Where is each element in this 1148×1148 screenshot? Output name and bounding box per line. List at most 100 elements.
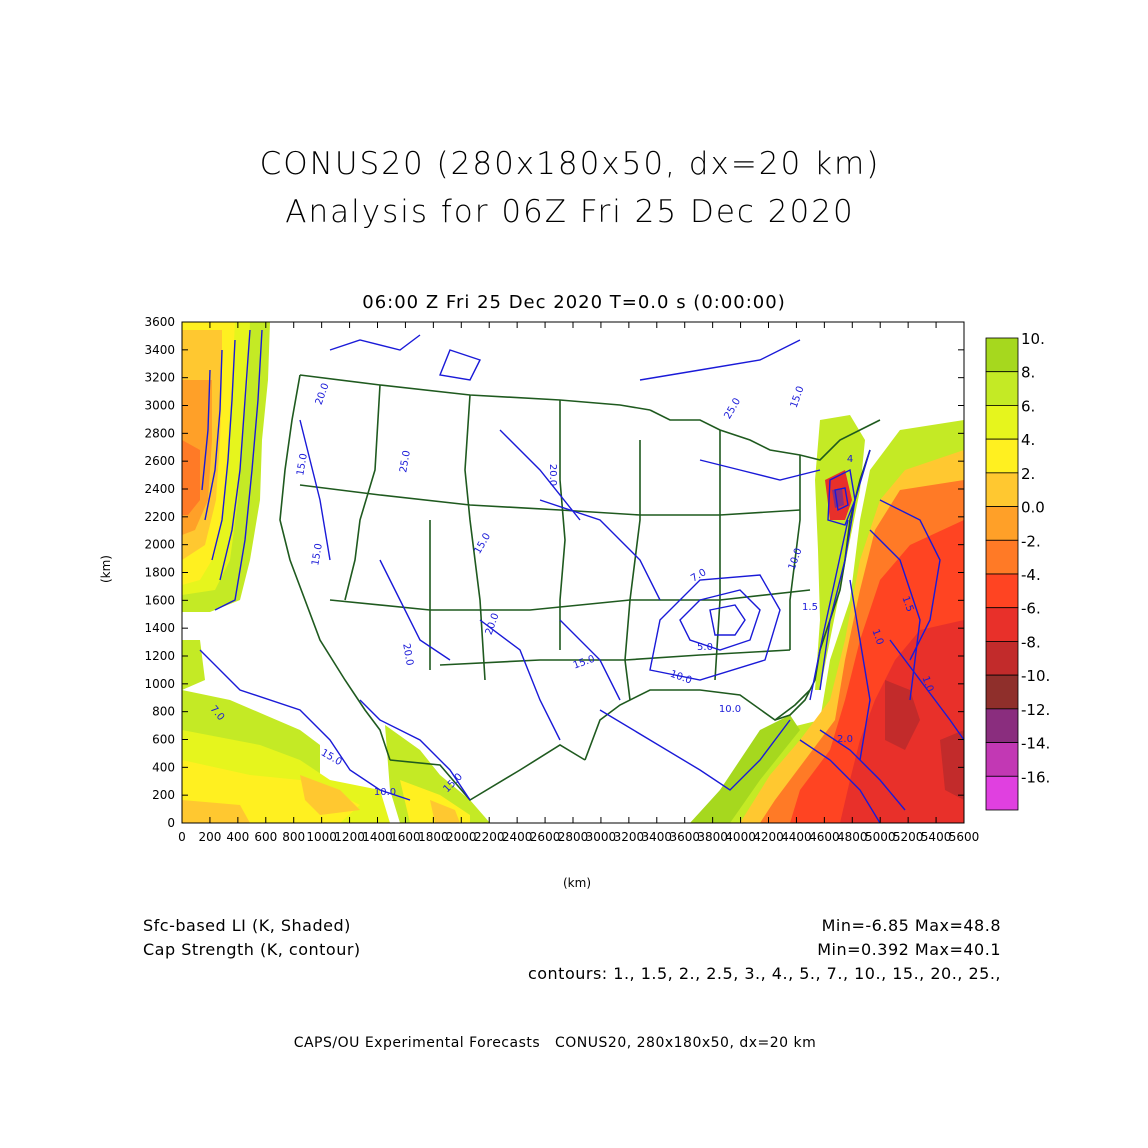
colorbar-swatch (985, 708, 1019, 743)
y-tick-label: 1600 (144, 593, 175, 607)
colorbar-swatch (985, 539, 1019, 575)
x-tick-label: 4800 (837, 830, 868, 844)
colorbar-swatch (985, 607, 1019, 642)
x-tick-label: 4000 (725, 830, 756, 844)
contour-value-label: 15.0 (295, 453, 310, 477)
colorbar-label: 0.0 (1021, 499, 1045, 517)
contour-value-label: 10.0 (374, 787, 396, 798)
colorbar-label: -10. (1021, 667, 1050, 685)
x-tick-label: 400 (226, 830, 249, 844)
x-axis-label: (km) (563, 876, 592, 890)
field1-stats: Min=-6.85 Max=48.8 (821, 916, 1001, 935)
y-tick-label: 800 (152, 705, 175, 719)
y-tick-label: 1800 (144, 566, 175, 580)
y-axis-label: (km) (99, 554, 114, 584)
x-tick-label: 200 (198, 830, 221, 844)
y-tick-label: 200 (152, 788, 175, 802)
map-title-line1: CONUS20 (280x180x50, dx=20 km) (259, 146, 881, 182)
x-tick-label: 4600 (809, 830, 840, 844)
colorbar (985, 337, 1019, 811)
x-tick-labels: 0 200 400 600 800 100012001400160018002000220… (178, 830, 979, 844)
x-tick-label: 3800 (697, 830, 728, 844)
colorbar-label: 10. (1021, 330, 1045, 348)
colorbar-label: 2. (1021, 465, 1035, 483)
x-tick-label: 1400 (362, 830, 393, 844)
x-tick-label: 3200 (614, 830, 645, 844)
colorbar-swatch (985, 674, 1019, 710)
colorbar-swatch (985, 742, 1019, 777)
contour-value-label: 5.0 (697, 642, 713, 653)
y-tick-label: 3400 (144, 343, 175, 357)
axis-ticks (181, 321, 965, 824)
x-tick-label: 2400 (502, 830, 533, 844)
credit-line: CAPS/OU Experimental Forecasts CONUS20, … (293, 1035, 817, 1051)
x-tick-label: 3600 (669, 830, 700, 844)
y-tick-label: 600 (152, 733, 175, 747)
colorbar-label: -2. (1021, 532, 1041, 550)
x-tick-label: 1600 (390, 830, 421, 844)
y-tick-label: 1000 (144, 677, 175, 691)
x-tick-label: 1000 (306, 830, 337, 844)
contour-value-label: 25.0 (398, 450, 413, 474)
field2-stats: Min=0.392 Max=40.1 (817, 940, 1001, 959)
y-tick-label: 2000 (144, 538, 175, 552)
x-tick-label: 0 (178, 830, 186, 844)
y-tick-label: 2600 (144, 454, 175, 468)
colorbar-label: -4. (1021, 566, 1041, 584)
x-tick-label: 2000 (446, 830, 477, 844)
colorbar-swatch (985, 573, 1019, 609)
contour-value-label: 20.0 (400, 643, 415, 667)
x-tick-label: 5400 (921, 830, 952, 844)
contour-value-label: 10.0 (719, 704, 741, 715)
x-tick-label: 3000 (586, 830, 617, 844)
colorbar-swatch (985, 641, 1019, 676)
x-tick-label: 1200 (334, 830, 365, 844)
x-tick-label: 600 (254, 830, 277, 844)
y-tick-label: 3000 (144, 399, 175, 413)
y-tick-label: 3600 (144, 315, 175, 329)
colorbar-label: -6. (1021, 600, 1041, 618)
contour-value-label: 1.5 (899, 595, 915, 614)
colorbar-labels: 10. 8. 6. 4. 2. 0.0 -2. -4. -6. -8. -10. -12. -14. -1… (1021, 330, 1050, 786)
x-tick-label: 5600 (949, 830, 980, 844)
contour-value-label: 2.0 (837, 734, 853, 745)
contour-value-label: 1.0 (869, 628, 885, 647)
colorbar-swatch (985, 506, 1019, 541)
y-tick-labels: 0 200 400 600 800 1000 1200 1400 1600 1800 2000 220… (144, 315, 175, 830)
x-tick-label: 5200 (893, 830, 924, 844)
x-tick-label: 2800 (558, 830, 589, 844)
contour-value-label: 20.0 (547, 464, 558, 486)
colorbar-label: -8. (1021, 633, 1041, 651)
y-tick-label: 400 (152, 760, 175, 774)
field2-label: Cap Strength (K, contour) (143, 940, 361, 959)
y-tick-label: 2800 (144, 426, 175, 440)
contour-value-label: 1.0 (919, 675, 935, 694)
colorbar-label: 4. (1021, 431, 1035, 449)
colorbar-swatch (985, 775, 1019, 811)
y-tick-label: 2400 (144, 482, 175, 496)
colorbar-label: 6. (1021, 397, 1035, 415)
contour-levels: contours: 1., 1.5, 2., 2.5, 3., 4., 5., … (527, 964, 1001, 983)
y-tick-label: 0 (167, 816, 175, 830)
colorbar-swatch (985, 405, 1019, 440)
field1-label: Sfc-based LI (K, Shaded) (143, 916, 351, 935)
contour-value-label: 4 (847, 454, 853, 465)
colorbar-label: -14. (1021, 735, 1050, 753)
x-tick-label: 1800 (418, 830, 449, 844)
colorbar-label: 8. (1021, 364, 1035, 382)
y-tick-label: 3200 (144, 371, 175, 385)
x-tick-label: 3400 (642, 830, 673, 844)
y-tick-label: 1400 (144, 621, 175, 635)
colorbar-swatch (985, 438, 1019, 474)
colorbar-label: -16. (1021, 768, 1050, 786)
cap-contours (199, 329, 964, 823)
y-tick-label: 2200 (144, 510, 175, 524)
x-tick-label: 4400 (781, 830, 812, 844)
colorbar-swatch (985, 337, 1019, 373)
colorbar-swatch (985, 371, 1019, 406)
colorbar-label: -12. (1021, 701, 1050, 719)
x-tick-label: 2600 (530, 830, 561, 844)
map-valid-time: 06:00 Z Fri 25 Dec 2020 T=0.0 s (0:00:00… (362, 292, 786, 313)
x-tick-label: 4200 (753, 830, 784, 844)
